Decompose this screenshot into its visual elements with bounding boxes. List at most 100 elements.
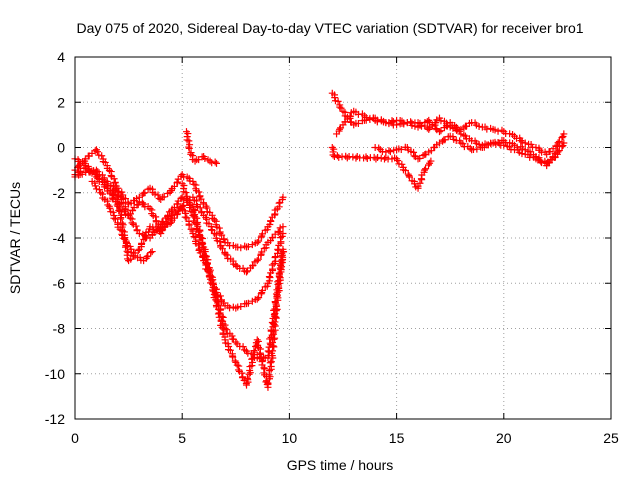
axis-ticks [74, 56, 612, 420]
data-point [555, 138, 563, 146]
series-s7 [328, 89, 568, 158]
data-point [212, 296, 220, 304]
data-point [427, 157, 435, 165]
data-point [460, 131, 468, 139]
x-tick-label: 25 [603, 430, 619, 446]
data-point [267, 358, 275, 366]
data-point [265, 273, 273, 281]
data-point [174, 178, 182, 186]
x-tick-label: 20 [496, 430, 512, 446]
data-point [517, 137, 525, 145]
data-point [135, 198, 143, 206]
data-point [78, 170, 86, 178]
data-point [354, 119, 362, 127]
data-point [119, 199, 127, 207]
data-point [190, 217, 198, 225]
data-point [209, 280, 217, 288]
data-point [336, 125, 344, 133]
data-point [243, 268, 251, 276]
data-point [343, 154, 351, 162]
data-point [278, 251, 286, 259]
data-point [521, 139, 529, 147]
data-point [111, 215, 119, 223]
x-tick-label: 0 [71, 430, 79, 446]
data-point [92, 185, 100, 193]
data-point [333, 152, 341, 160]
data-point [266, 367, 274, 375]
data-point [261, 365, 269, 373]
y-tick-label: 4 [57, 49, 65, 65]
data-point [106, 204, 114, 212]
data-point [500, 141, 508, 149]
data-point [208, 286, 216, 294]
data-point [206, 271, 214, 279]
data-point [158, 227, 166, 235]
data-point [195, 188, 203, 196]
data-point [272, 314, 280, 322]
data-point [178, 180, 186, 188]
data-point [266, 221, 274, 229]
data-point [191, 157, 199, 165]
data-point [98, 152, 106, 160]
data-point [431, 121, 439, 129]
data-point [244, 243, 252, 251]
data-point [201, 155, 209, 163]
data-point [277, 252, 285, 260]
data-point [373, 118, 381, 126]
data-point [254, 255, 262, 263]
data-point [279, 229, 287, 237]
data-point [181, 213, 189, 221]
series-s1 [71, 146, 287, 252]
data-point [277, 260, 285, 268]
data-point [372, 155, 380, 163]
data-point [223, 326, 231, 334]
data-point [375, 144, 383, 152]
y-tick-label: 2 [57, 94, 65, 110]
data-point [532, 144, 540, 151]
data-point [441, 136, 449, 144]
data-point [185, 144, 193, 152]
data-point [121, 234, 129, 242]
data-point [398, 160, 406, 168]
data-point [195, 228, 203, 236]
data-point [268, 338, 276, 346]
y-tick-label: -4 [53, 230, 66, 246]
data-point [258, 286, 266, 294]
series-s10 [328, 144, 435, 192]
series-s9 [371, 132, 561, 167]
data-point [231, 357, 239, 365]
data-point [92, 166, 100, 174]
y-tick-label: 0 [57, 140, 65, 156]
data-point [135, 229, 143, 237]
data-point [172, 208, 180, 216]
data-point [272, 313, 280, 321]
data-point [275, 279, 283, 287]
data-point [226, 346, 234, 354]
data-point [272, 300, 280, 308]
data-point [273, 292, 281, 300]
data-point [86, 168, 94, 176]
data-point [196, 204, 204, 212]
data-point [408, 121, 416, 129]
data-point [432, 125, 440, 133]
data-point [209, 287, 217, 295]
data-point [498, 126, 506, 134]
x-tick-labels: 0 5 10 15 20 25 [71, 430, 619, 446]
data-point [552, 143, 560, 151]
data-point [453, 126, 461, 134]
data-point [410, 152, 418, 160]
data-point [253, 295, 261, 303]
x-tick-label: 5 [178, 430, 186, 446]
data-point [115, 206, 123, 214]
data-point [425, 125, 433, 133]
series-s6 [182, 128, 221, 167]
data-point [217, 243, 225, 251]
data-point [198, 244, 206, 252]
data-point [518, 150, 526, 158]
data-point [335, 153, 343, 161]
data-point [491, 126, 499, 134]
x-tick-label: 15 [389, 430, 405, 446]
data-point [560, 130, 568, 138]
data-point [163, 219, 171, 227]
y-tick-label: -8 [53, 321, 66, 337]
